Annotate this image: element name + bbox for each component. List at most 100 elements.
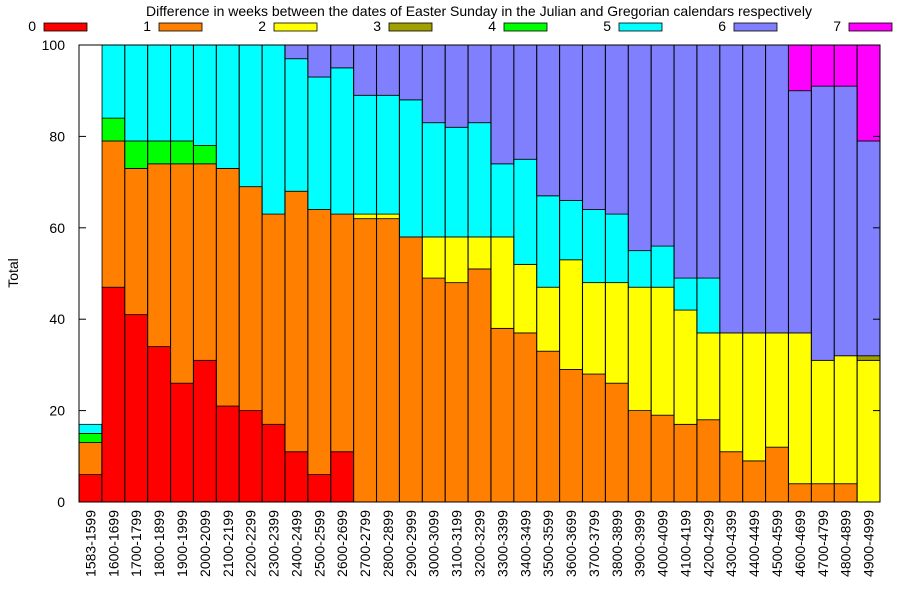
bar-segment [490, 44, 515, 165]
bar-segment [582, 209, 606, 284]
bar-segment [216, 44, 240, 169]
x-tick-label: 2100-2199 [220, 510, 236, 577]
x-tick-label: 3600-3699 [563, 510, 579, 577]
bar-segment [536, 350, 560, 503]
bar-segment [628, 410, 652, 503]
bar-segment [582, 282, 606, 375]
bar-segment [582, 44, 606, 210]
bar-segment [696, 277, 721, 334]
y-tick-label: 20 [49, 403, 65, 419]
x-tick-label: 3400-3499 [517, 510, 533, 577]
legend-label: 7 [833, 18, 841, 34]
x-tick-label: 2700-2799 [357, 510, 373, 577]
bar-segment [284, 44, 309, 60]
bar-segment [628, 250, 652, 288]
bar-segment [605, 282, 629, 384]
bar-segment [330, 451, 354, 503]
bar-segment [353, 213, 377, 220]
bar-segment [422, 122, 446, 238]
bar-segment [742, 44, 766, 334]
bar-segment [650, 414, 675, 503]
bar-segment [284, 451, 309, 503]
legend: 0 1 2 3 4 5 6 7 [28, 18, 893, 34]
x-tick-label: 4400-4499 [746, 510, 762, 577]
bar-segment [696, 44, 721, 279]
legend-swatch [273, 22, 318, 32]
bar-segment [376, 94, 400, 215]
y-tick-label: 0 [57, 494, 65, 510]
legend-swatch [733, 22, 778, 32]
bar-segment [833, 44, 858, 87]
x-tick-label: 4000-4099 [655, 510, 671, 577]
bar-segment [353, 218, 377, 503]
bar-segment [788, 483, 812, 503]
bar-segment [559, 369, 583, 503]
bar-segment [490, 327, 515, 503]
legend-swatch [158, 22, 203, 32]
bar-segment [261, 213, 286, 425]
bar-segment [605, 213, 629, 284]
bar-segment [422, 236, 446, 279]
bar-segment [444, 44, 469, 128]
x-tick-label: 4800-4899 [838, 510, 854, 577]
x-tick-label: 3100-3199 [449, 510, 465, 577]
bar-segment [147, 140, 171, 165]
bar-segment [147, 163, 171, 348]
x-tick-label: 2400-2499 [288, 510, 304, 577]
bar-segment [673, 44, 698, 279]
bar-segment [353, 44, 377, 96]
bar-segment [536, 286, 560, 352]
bar-segment [559, 259, 583, 370]
legend-swatch [618, 22, 663, 32]
x-tick-label: 1600-1699 [105, 510, 121, 577]
legend-label: 3 [373, 18, 381, 34]
y-axis: 0 20 40 60 80 100 [42, 37, 880, 510]
bar-segment [353, 94, 377, 215]
legend-swatch [503, 22, 548, 32]
bar-segment [696, 332, 721, 421]
x-tick-label: 4200-4299 [700, 510, 716, 577]
bar-segment [170, 163, 194, 384]
y-tick-label: 80 [49, 128, 65, 144]
bar-segment [147, 44, 171, 142]
bar-segment [788, 332, 812, 485]
bar-segment [513, 263, 537, 334]
bar-segment [238, 186, 263, 411]
bar-segment [147, 346, 171, 503]
bar-segment [513, 332, 537, 503]
bar-segment [124, 167, 148, 316]
x-tick-label: 2500-2599 [311, 510, 327, 577]
bar-segment [124, 314, 148, 503]
bar-segment [856, 355, 881, 361]
bar-segment [673, 423, 698, 503]
bar-segment [765, 446, 789, 503]
x-tick-label: 3700-3799 [586, 510, 602, 577]
x-tick-label: 4900-4999 [861, 510, 877, 577]
bar-segment [559, 44, 583, 201]
bar-segment [788, 90, 812, 334]
x-axis: 1583-1599 1600-1699 1700-1799 1800-1899 1900… [82, 510, 876, 577]
y-tick-label: 100 [42, 37, 66, 53]
y-tick-label: 60 [49, 220, 65, 236]
bar-segment [78, 442, 103, 475]
bar-segment [582, 373, 606, 503]
bar-segment [513, 44, 537, 160]
bar-segment [399, 99, 423, 238]
bar-segment [444, 236, 469, 284]
bar-segment [765, 332, 789, 448]
bar-segment [650, 286, 675, 416]
bar-segment [216, 167, 240, 407]
bar-segment [650, 44, 675, 247]
x-tick-label: 3500-3599 [540, 510, 556, 577]
bar-segment [833, 85, 858, 357]
bar-segment [856, 44, 881, 142]
y-tick-label: 40 [49, 311, 65, 327]
bar-segment [467, 236, 492, 270]
bar-segment [170, 140, 194, 165]
legend-label: 1 [143, 18, 151, 34]
bar-segment [78, 423, 103, 434]
x-tick-label: 1900-1999 [174, 510, 190, 577]
bar-segment [513, 158, 537, 265]
bar-segment [78, 433, 103, 443]
